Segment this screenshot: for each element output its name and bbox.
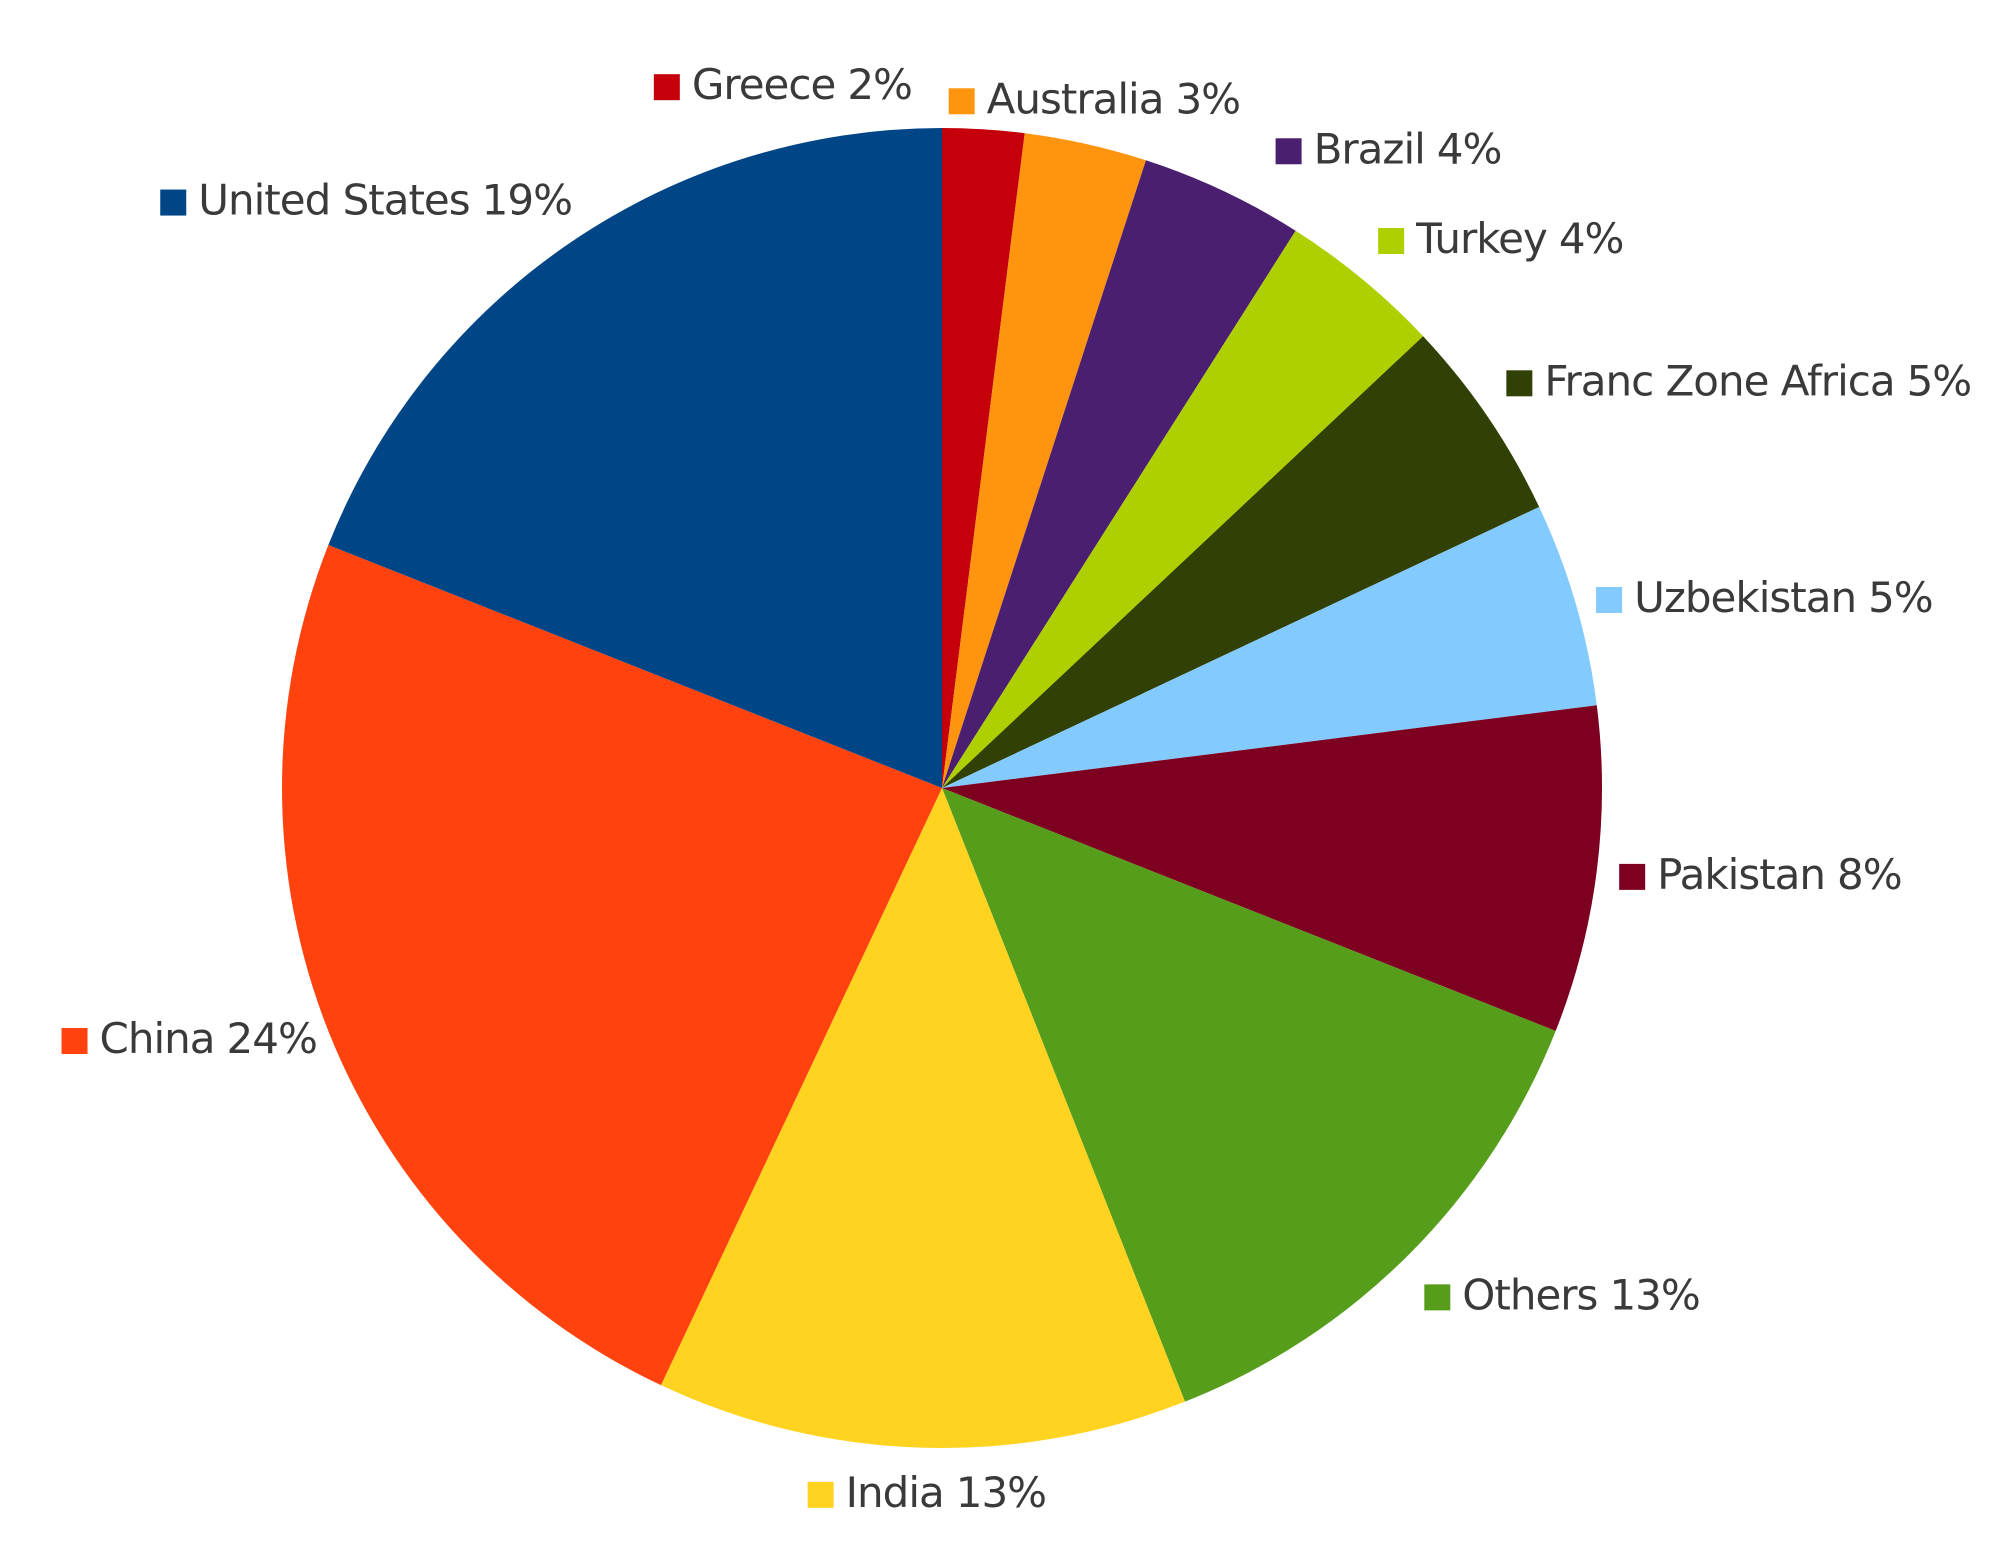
slice-label: Turkey 4%	[1415, 214, 1623, 263]
legend-swatch	[1275, 138, 1302, 165]
slice-label-value: 3%	[1175, 74, 1240, 123]
slice-label: China 24%	[100, 1013, 317, 1062]
slice-label-value: 4%	[1559, 214, 1624, 263]
legend-swatch	[653, 74, 680, 101]
slice-label-value: 13%	[1609, 1270, 1699, 1319]
slice-label-value: 4%	[1437, 124, 1502, 173]
slice-label: Franc Zone Africa 5%	[1544, 356, 1971, 405]
pie-slice	[942, 133, 1146, 789]
pie-slice	[942, 160, 1296, 788]
slice-label-name: United States	[198, 175, 469, 224]
pie-slice	[942, 788, 1556, 1402]
slice-label-name: Franc Zone Africa	[1544, 356, 1894, 405]
slice-label: India 13%	[846, 1467, 1046, 1516]
legend-swatch	[1596, 586, 1623, 613]
pie-slice	[942, 128, 1025, 788]
legend-swatch	[1378, 228, 1405, 255]
slice-label-value: 24%	[227, 1013, 317, 1062]
legend-swatch	[160, 189, 187, 216]
pie-slice	[942, 336, 1540, 788]
legend-swatch	[1619, 863, 1646, 890]
slice-label-name: Pakistan	[1657, 849, 1825, 898]
slice-label-name: Turkey	[1415, 214, 1547, 263]
slice-label-name: Greece	[692, 60, 836, 109]
pie-slice	[281, 545, 943, 1386]
slice-label-name: Uzbekistan	[1634, 572, 1856, 621]
slice-label-name: Brazil	[1314, 124, 1425, 173]
pie-slice	[660, 788, 1185, 1448]
slice-label-value: 5%	[1868, 572, 1933, 621]
legend-swatch	[1424, 1284, 1451, 1311]
pie-slice	[328, 128, 942, 788]
slice-label: Greece 2%	[692, 60, 912, 109]
slice-label-name: Others	[1462, 1270, 1597, 1319]
slice-label-value: 2%	[847, 60, 912, 109]
slice-label: Brazil 4%	[1314, 124, 1502, 173]
pie-slice	[942, 230, 1424, 788]
pie-slice	[942, 705, 1603, 1031]
slice-label-name: India	[846, 1467, 944, 1516]
legend-swatch	[807, 1481, 834, 1508]
slice-label-value: 5%	[1907, 356, 1972, 405]
slice-label: Others 13%	[1462, 1270, 1700, 1319]
slice-label-value: 19%	[482, 175, 572, 224]
slice-label: United States 19%	[198, 175, 572, 224]
legend-swatch	[1506, 370, 1533, 397]
slice-label: Uzbekistan 5%	[1634, 572, 1933, 621]
slice-label-name: Australia	[987, 74, 1164, 123]
legend-swatch	[948, 88, 975, 115]
slice-label-value: 13%	[956, 1467, 1046, 1516]
slice-label-value: 8%	[1837, 849, 1902, 898]
slice-label: Pakistan 8%	[1657, 849, 1902, 898]
slice-label-name: China	[100, 1013, 215, 1062]
slice-label: Australia 3%	[987, 74, 1240, 123]
pie-slice	[942, 506, 1597, 788]
legend-swatch	[61, 1027, 88, 1054]
